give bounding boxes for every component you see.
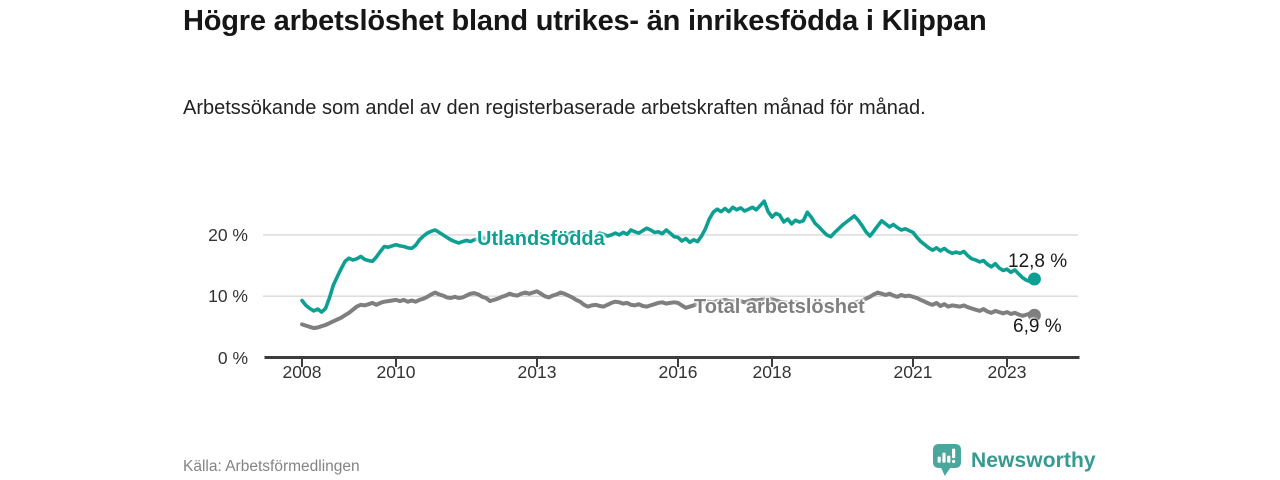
end-value-label-utlandsfodda: 12,8 % xyxy=(1008,251,1068,272)
data-line-total-arbetsl-shet xyxy=(300,289,1037,331)
end-dot xyxy=(1027,272,1041,286)
x-axis-tick-label: 2016 xyxy=(658,362,698,382)
series-label-utlandsfodda: Utlandsfödda xyxy=(477,228,605,250)
newsworthy-wordmark: Newsworthy xyxy=(971,448,1096,472)
x-axis-tick-label: 2021 xyxy=(893,362,933,382)
y-axis-tick-label: 10 % xyxy=(208,286,248,307)
y-axis-tick-label: 0 % xyxy=(217,347,248,368)
data-lines xyxy=(300,199,1037,331)
data-line-utlandsf-dda xyxy=(300,199,1037,314)
x-axis xyxy=(264,356,1080,367)
newsworthy-logo: Newsworthy xyxy=(933,444,1096,477)
x-axis-tick-label: 2018 xyxy=(752,362,792,382)
end-value-label-total: 6,9 % xyxy=(1013,316,1062,337)
x-axis-tick-label: 2023 xyxy=(987,362,1027,382)
chart-subtitle: Arbetssökande som andel av den registerb… xyxy=(183,97,926,119)
x-axis-tick-label: 2010 xyxy=(376,362,416,382)
end-point-dots xyxy=(1027,272,1041,322)
logo-bar-chart-glyph xyxy=(937,448,956,463)
gridlines xyxy=(263,234,1078,297)
x-axis-tick-label: 2008 xyxy=(282,362,322,382)
newsworthy-logo-icon xyxy=(933,444,961,476)
y-axis-tick-label: 20 % xyxy=(208,224,248,245)
chart-title: Högre arbetslöshet bland utrikes- än inr… xyxy=(183,5,987,37)
x-axis-tick-label: 2013 xyxy=(517,362,557,382)
end-dot xyxy=(1027,308,1041,322)
series-label-total-arbetsloshet: Total arbetslöshet xyxy=(694,296,865,318)
source-note: Källa: Arbetsförmedlingen xyxy=(183,458,360,475)
